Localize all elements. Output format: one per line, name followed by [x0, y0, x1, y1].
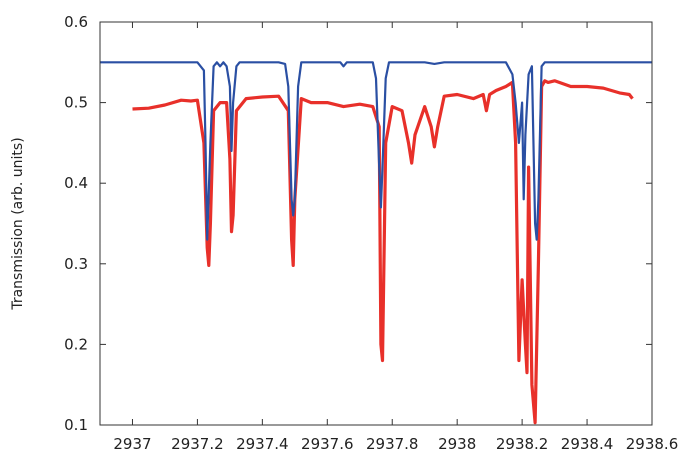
series-line-1: [132, 79, 634, 425]
y-tick-label: 0.4: [64, 174, 88, 192]
x-tick-label: 2938.2: [496, 435, 549, 453]
y-tick-label: 0.6: [64, 13, 88, 31]
plot-frame: [99, 21, 653, 426]
y-tick-label: 0.1: [64, 416, 88, 434]
series-line-2: [100, 61, 652, 241]
y-tick-label: 0.2: [64, 335, 88, 353]
y-tick-label: 0.5: [64, 94, 88, 112]
x-tick-label: 2937.6: [301, 435, 354, 453]
x-tick-label: 2937.2: [171, 435, 224, 453]
x-tick-label: 2938.6: [626, 435, 679, 453]
series-group: [100, 61, 652, 425]
x-tick-label: 2937: [113, 435, 151, 453]
x-tick-label: 2937.8: [366, 435, 419, 453]
x-tick-label: 2938.4: [561, 435, 614, 453]
x-tick-label: 2938: [438, 435, 476, 453]
tick-group: 2937 2937.2 2937.4 2937.6 2937.8 2938 2938.2 29…: [64, 13, 678, 453]
x-tick-label: 2937.4: [236, 435, 289, 453]
y-tick-label: 0.3: [64, 255, 88, 273]
y-axis-label: Transmission (arb. units): [10, 137, 26, 310]
